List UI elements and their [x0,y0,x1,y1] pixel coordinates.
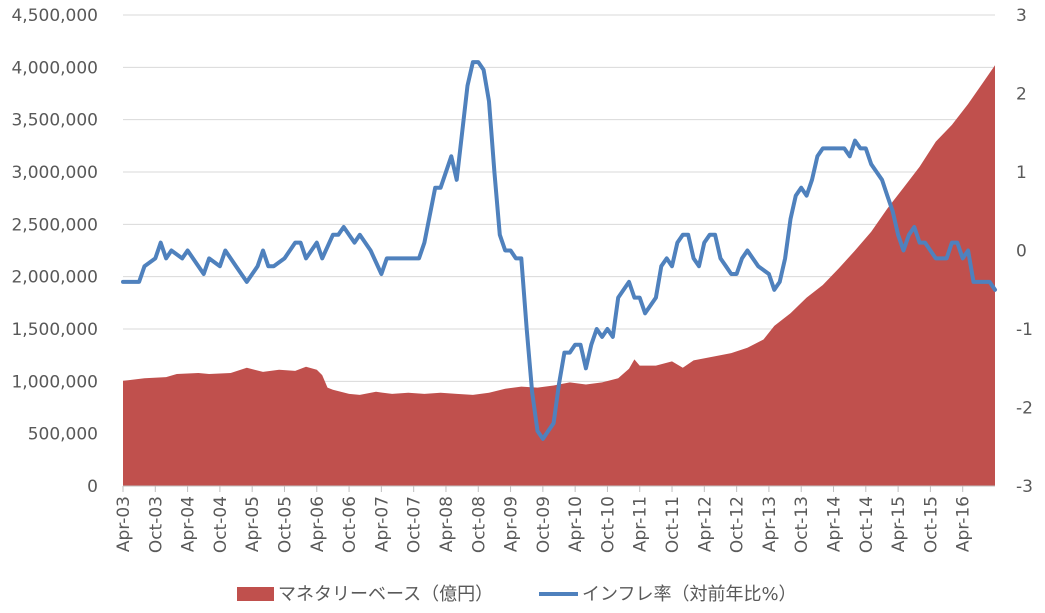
x-axis-tick-label: Apr-12 [695,496,715,552]
left-axis-tick-label: 4,000,000 [11,58,98,78]
x-axis-tick-label: Apr-16 [954,496,974,552]
left-axis-tick-label: 1,500,000 [11,320,98,340]
x-axis-tick-label: Apr-13 [760,496,780,552]
x-axis-tick-label: Apr-09 [502,496,522,552]
left-axis-tick-label: 4,500,000 [11,6,98,26]
right-axis-tick-label: -1 [1016,320,1033,340]
x-axis-tick-label: Apr-06 [308,496,328,552]
x-axis-ticks: Apr-03 Oct-03 Apr-04 Oct-04 Apr-05 Oct-05 Apr-… [114,486,974,553]
right-axis-tick-label: 2 [1016,85,1027,105]
x-axis-tick-label: Apr-10 [566,496,586,552]
line-series-layer [121,60,997,441]
x-axis-tick-label: Oct-09 [534,496,554,553]
area-series-monetary-base [123,65,995,486]
left-axis-tick-label: 0 [87,477,98,497]
x-axis-tick-label: Apr-04 [179,496,199,552]
x-axis-tick-label: Oct-15 [921,496,941,553]
left-axis-tick-label: 1,000,000 [11,372,98,392]
x-axis-tick-label: Apr-07 [372,496,392,552]
x-axis-tick-label: Apr-14 [825,496,845,552]
right-axis-tick-label: -3 [1016,477,1033,497]
left-axis-ticks: 0 500,000 1,000,000 1,500,000 2,000,000 2,500… [11,6,98,497]
x-axis-tick-label: Oct-04 [211,496,231,553]
x-axis-tick-label: Apr-03 [114,496,134,552]
x-axis-tick-label: Apr-15 [889,496,909,552]
x-axis-tick-label: Oct-13 [792,496,812,553]
left-axis-tick-label: 3,500,000 [11,111,98,131]
x-axis-tick-label: Oct-03 [146,496,166,553]
right-axis-tick-label: 3 [1016,6,1027,26]
right-axis-ticks: -3 -2 -1 0 1 2 3 [1016,6,1033,497]
line-series-inflation-rate [121,60,997,441]
x-axis-tick-label: Oct-10 [598,496,618,553]
x-axis-tick-label: Oct-12 [728,496,748,553]
right-axis-tick-label: -2 [1016,399,1033,419]
left-axis-tick-label: 3,000,000 [11,163,98,183]
x-axis-tick-label: Apr-11 [631,496,651,552]
x-axis-tick-label: Oct-08 [469,496,489,553]
x-axis-tick-label: Apr-08 [437,496,457,552]
area-series-layer [123,65,995,486]
x-axis-tick-label: Oct-11 [663,496,683,553]
legend-swatch-area [237,587,274,601]
right-axis-tick-label: 1 [1016,163,1027,183]
left-axis-tick-label: 500,000 [28,425,98,445]
x-axis-tick-label: Oct-07 [405,496,425,553]
legend: マネタリーベース（億円） インフレ率（対前年比%） [237,584,797,605]
right-axis-tick-label: 0 [1016,242,1027,262]
x-axis-tick-label: Apr-05 [243,496,263,552]
x-axis-tick-label: Oct-14 [857,496,877,553]
left-axis-tick-label: 2,500,000 [11,215,98,235]
x-axis-tick-label: Oct-05 [276,496,296,553]
legend-label-area: マネタリーベース（億円） [278,584,493,605]
legend-label-line: インフレ率（対前年比%） [582,584,797,605]
x-axis-tick-label: Oct-06 [340,496,360,553]
left-axis-tick-label: 2,000,000 [11,268,98,288]
